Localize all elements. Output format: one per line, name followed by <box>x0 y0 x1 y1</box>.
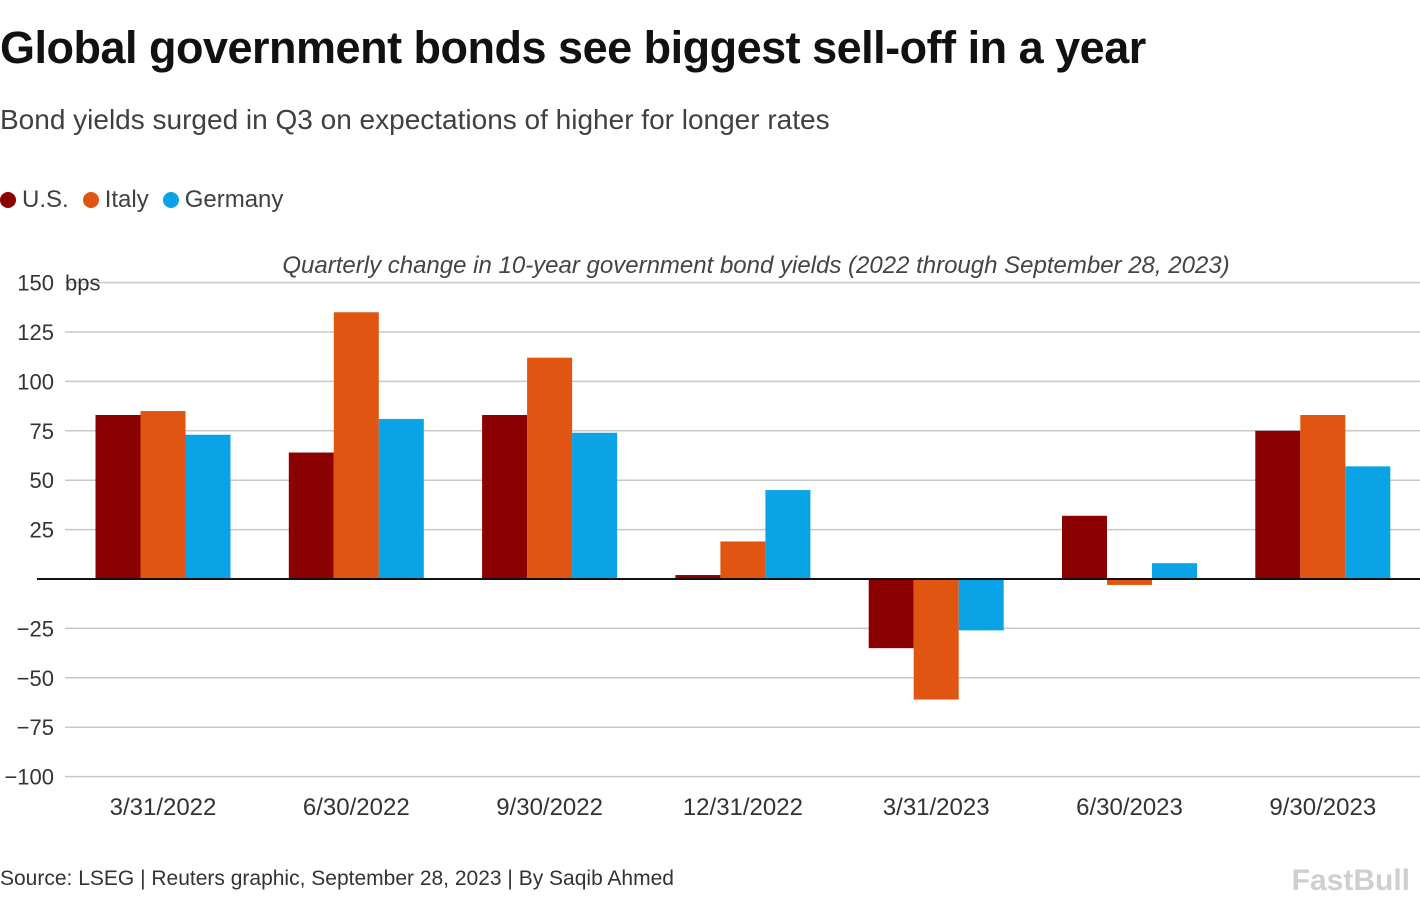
bar-italy-2 <box>527 357 573 579</box>
bar-us-0 <box>95 414 141 579</box>
y-tick-label: 100 <box>17 369 54 394</box>
bar-italy-4 <box>913 579 959 700</box>
chart-subtitle: Bond yields surged in Q3 on expectations… <box>0 104 830 135</box>
bar-italy-6 <box>1300 414 1346 579</box>
bar-us-2 <box>482 414 528 579</box>
y-tick-label: −75 <box>17 715 54 740</box>
y-tick-label: 75 <box>30 419 54 444</box>
bar-us-3 <box>675 575 721 579</box>
chart-title: Global government bonds see biggest sell… <box>0 22 1146 73</box>
y-axis-unit: bps <box>65 271 100 296</box>
bar-germany-1 <box>378 418 424 579</box>
bar-germany-3 <box>765 490 811 579</box>
bar-germany-6 <box>1345 466 1391 579</box>
legend-item: Germany <box>162 186 284 214</box>
x-tick-label: 12/31/2022 <box>683 794 803 821</box>
x-tick-label: 6/30/2023 <box>1076 794 1183 821</box>
bar-us-4 <box>868 579 914 649</box>
y-tick-label: 125 <box>17 320 54 345</box>
legend: U.S. Italy Germany <box>0 186 283 214</box>
y-tick-label: −50 <box>17 666 54 691</box>
y-tick-label: 50 <box>30 468 54 493</box>
bar-us-6 <box>1255 430 1301 579</box>
y-tick-label: −100 <box>4 765 54 790</box>
legend-swatch <box>0 192 16 208</box>
bar-germany-4 <box>958 579 1004 631</box>
bar-germany-5 <box>1152 563 1197 579</box>
source-note: Source: LSEG | Reuters graphic, Septembe… <box>0 867 674 890</box>
bar-italy-0 <box>140 411 186 579</box>
bar-italy-5 <box>1107 579 1152 585</box>
bar-us-5 <box>1062 515 1107 579</box>
bar-us-1 <box>288 452 334 579</box>
legend-item: U.S. <box>0 186 69 214</box>
legend-swatch <box>162 192 179 208</box>
y-tick-label: 25 <box>30 518 54 543</box>
legend-item: Italy <box>82 186 149 214</box>
x-tick-label: 6/30/2022 <box>303 794 410 821</box>
bar-italy-3 <box>720 541 766 579</box>
legend-swatch <box>82 192 99 208</box>
x-tick-label: 9/30/2022 <box>496 794 603 821</box>
legend-label: U.S. <box>22 186 69 213</box>
bar-germany-2 <box>572 432 618 579</box>
y-tick-label: −25 <box>17 616 54 641</box>
legend-label: Germany <box>184 186 284 213</box>
y-tick-label: 150 <box>17 271 54 296</box>
bar-italy-1 <box>333 312 379 579</box>
x-tick-label: 3/31/2023 <box>883 794 990 821</box>
legend-label: Italy <box>104 186 149 213</box>
x-tick-label: 3/31/2022 <box>110 794 217 821</box>
watermark-logo: FastBull <box>1292 864 1410 897</box>
bar-germany-0 <box>185 434 231 579</box>
x-tick-label: 9/30/2023 <box>1269 794 1376 821</box>
chart-inner-title: Quarterly change in 10-year government b… <box>282 252 1229 279</box>
